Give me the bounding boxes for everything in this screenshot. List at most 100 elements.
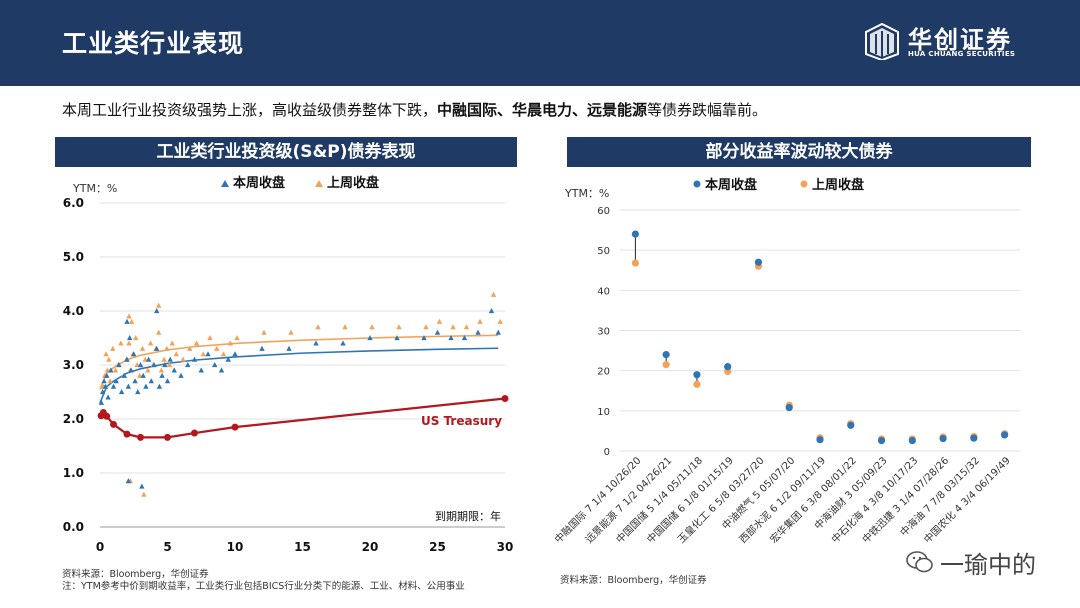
y-tick-label: 50 xyxy=(597,246,610,257)
legend-this-week-label: 本周收盘 xyxy=(233,175,285,191)
y-tick-label: 30 xyxy=(597,327,610,338)
this-week-point xyxy=(286,345,292,351)
y-tick-label: 5.0 xyxy=(63,250,84,264)
this-week-point xyxy=(121,372,127,378)
last-week-point xyxy=(227,340,233,346)
this-week-point xyxy=(145,356,152,362)
legend: 本周收盘 上周收盘 xyxy=(693,177,864,193)
this-week-point xyxy=(137,362,144,368)
y-tick-label: 0.0 xyxy=(63,520,84,534)
treasury-point xyxy=(191,429,198,437)
y-tick-label: 1.0 xyxy=(63,466,84,480)
last-week-point xyxy=(288,329,294,335)
this-week-point xyxy=(140,372,146,378)
this-week-point xyxy=(816,436,824,444)
this-week-point xyxy=(131,351,137,357)
this-week-point xyxy=(125,383,132,389)
last-week-point xyxy=(110,345,116,351)
treasury-point xyxy=(137,433,144,441)
last-week-point xyxy=(315,324,321,330)
this-week-point xyxy=(105,394,111,400)
this-week-point xyxy=(205,351,211,357)
this-week-point xyxy=(198,367,204,373)
treasury-point xyxy=(501,394,509,402)
last-week-point xyxy=(147,340,154,346)
ig-bond-scatter-chart: 0.0 1.0 2.0 3.0 4.0 5.0 6.0 0 5 10 15 20 25 30 YTM：%… xyxy=(63,175,514,554)
this-week-point xyxy=(631,230,639,238)
last-week-point xyxy=(450,324,456,330)
this-week-point xyxy=(154,308,160,314)
x-tick-label: 10 xyxy=(227,540,244,554)
treasury-point xyxy=(123,430,131,438)
this-week-point xyxy=(127,335,133,341)
this-week-point xyxy=(110,383,117,389)
this-week-point xyxy=(212,362,218,368)
last-week-point xyxy=(103,351,109,357)
this-week-point xyxy=(185,362,191,368)
this-week-point xyxy=(662,351,670,359)
legend: 本周收盘 上周收盘 xyxy=(221,175,379,191)
this-week-point xyxy=(475,329,481,335)
last-week-point xyxy=(142,356,148,362)
watermark-text: 一瑜中的 xyxy=(940,551,1036,579)
x-tick-label: 25 xyxy=(429,540,446,554)
this-week-point xyxy=(118,389,125,395)
y-axis-label: YTM：% xyxy=(564,187,609,200)
this-week-point xyxy=(104,372,110,378)
last-week-point xyxy=(662,361,670,369)
this-week-point xyxy=(98,399,105,405)
this-week-point xyxy=(724,363,732,371)
this-week-point xyxy=(908,436,916,445)
last-week-point xyxy=(180,356,186,362)
this-week-point xyxy=(151,362,157,368)
x-tick-label: 30 xyxy=(497,540,514,554)
y-tick-label: 40 xyxy=(597,286,610,297)
this-week-point xyxy=(461,335,468,341)
this-week-point xyxy=(785,404,793,412)
legend-last-week-marker xyxy=(800,180,808,188)
legend-this-week-marker xyxy=(693,180,701,188)
last-week-point xyxy=(220,351,227,357)
logo-text: 华创证券 xyxy=(908,26,1012,54)
last-week-point xyxy=(631,259,639,267)
y-tick-label: 2.0 xyxy=(63,412,84,426)
this-week-point xyxy=(124,356,130,362)
this-week-point xyxy=(340,340,346,346)
last-week-point xyxy=(161,356,167,362)
this-week-point xyxy=(100,389,106,395)
last-week-point xyxy=(234,335,240,341)
y-axis-label: YTM：% xyxy=(72,182,117,195)
last-week-point xyxy=(200,351,206,357)
last-week-point xyxy=(141,491,147,497)
y-tick-label: 60 xyxy=(597,206,610,217)
last-week-point xyxy=(139,345,146,351)
this-week-point xyxy=(116,362,122,368)
last-week-point xyxy=(118,340,124,346)
y-tick-label: 0 xyxy=(604,447,610,458)
last-week-point xyxy=(169,340,175,346)
this-week-point xyxy=(164,378,171,384)
left-chart-title: 工业类行业投资级(S&P)债券表现 xyxy=(55,137,517,167)
treasury-point xyxy=(164,433,171,441)
intro-text: 本周工业行业投资级强势上涨，高收益级债券整体下跌，中融国际、华晨电力、远景能源等… xyxy=(62,99,767,120)
left-source-note: 资料来源：Bloomberg，华创证券 xyxy=(62,569,209,580)
last-week-point xyxy=(436,318,443,324)
last-week-point xyxy=(490,291,497,297)
this-week-point xyxy=(132,378,138,384)
last-week-point xyxy=(112,367,119,373)
legend-this-week-marker xyxy=(221,180,229,187)
this-week-point xyxy=(232,351,238,357)
this-week-point xyxy=(128,367,134,373)
intro-bold: 中融国际、华晨电力、远景能源 xyxy=(437,101,648,119)
last-week-point xyxy=(156,329,162,335)
last-week-point xyxy=(369,324,375,330)
this-week-point xyxy=(162,362,168,368)
this-week-point xyxy=(1001,431,1009,439)
legend-last-week-label: 上周收盘 xyxy=(812,177,864,193)
last-week-point xyxy=(342,324,348,330)
this-week-point xyxy=(171,367,177,373)
last-week-point xyxy=(214,345,220,351)
this-week-point xyxy=(367,335,373,341)
this-week-point xyxy=(939,434,947,443)
right-chart-title: 部分收益率波动较大债券 xyxy=(567,137,1031,167)
